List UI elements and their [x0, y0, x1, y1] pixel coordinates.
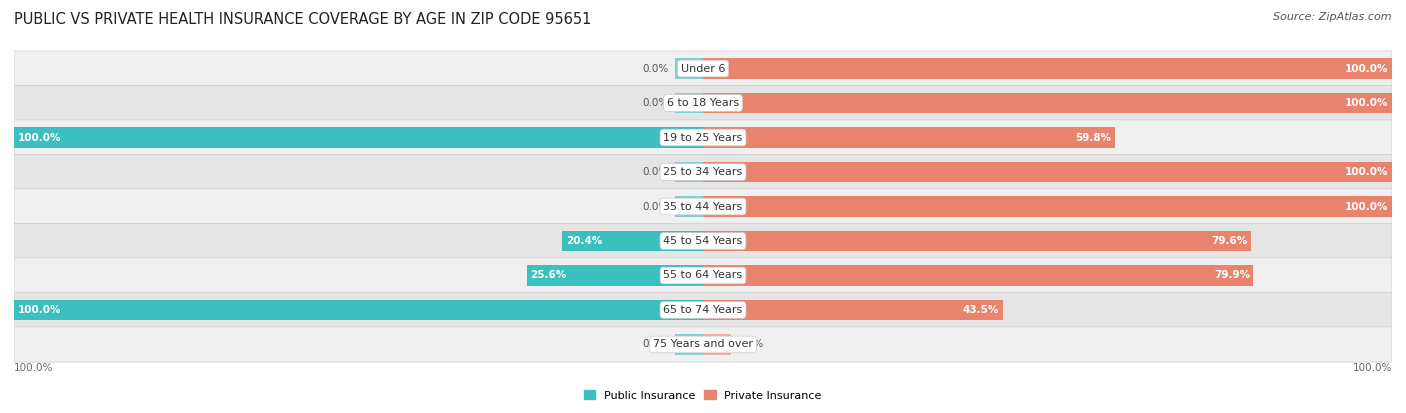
Bar [675, 161, 703, 183]
Text: 100.0%: 100.0% [17, 133, 60, 142]
Bar [703, 93, 1392, 114]
FancyBboxPatch shape [14, 327, 1392, 362]
FancyBboxPatch shape [14, 292, 1392, 328]
Text: 65 to 74 Years: 65 to 74 Years [664, 305, 742, 315]
Bar [562, 230, 703, 252]
FancyBboxPatch shape [14, 154, 1392, 190]
Legend: Public Insurance, Private Insurance: Public Insurance, Private Insurance [579, 386, 827, 405]
Text: 100.0%: 100.0% [14, 363, 53, 373]
Bar [675, 334, 703, 355]
FancyBboxPatch shape [14, 258, 1392, 293]
FancyBboxPatch shape [14, 120, 1392, 155]
Text: 0.0%: 0.0% [738, 339, 763, 349]
Text: 19 to 25 Years: 19 to 25 Years [664, 133, 742, 142]
Text: 100.0%: 100.0% [1346, 167, 1389, 177]
FancyBboxPatch shape [14, 189, 1392, 224]
Bar [703, 230, 1251, 252]
Text: 79.6%: 79.6% [1212, 236, 1249, 246]
Text: 20.4%: 20.4% [565, 236, 602, 246]
Bar [14, 299, 703, 320]
Text: 43.5%: 43.5% [963, 305, 1000, 315]
Text: 55 to 64 Years: 55 to 64 Years [664, 271, 742, 280]
Bar [675, 196, 703, 217]
Bar [703, 127, 1115, 148]
Text: PUBLIC VS PRIVATE HEALTH INSURANCE COVERAGE BY AGE IN ZIP CODE 95651: PUBLIC VS PRIVATE HEALTH INSURANCE COVER… [14, 12, 592, 27]
Text: 0.0%: 0.0% [643, 98, 669, 108]
Bar [703, 299, 1002, 320]
Bar [703, 265, 1254, 286]
Text: 100.0%: 100.0% [1346, 64, 1389, 74]
Text: Source: ZipAtlas.com: Source: ZipAtlas.com [1274, 12, 1392, 22]
Text: 59.8%: 59.8% [1076, 133, 1112, 142]
Bar [703, 334, 731, 355]
Bar [703, 196, 1392, 217]
Text: 100.0%: 100.0% [1346, 98, 1389, 108]
Bar [14, 127, 703, 148]
Bar [675, 93, 703, 114]
FancyBboxPatch shape [14, 85, 1392, 121]
Text: 35 to 44 Years: 35 to 44 Years [664, 202, 742, 211]
Text: 0.0%: 0.0% [643, 339, 669, 349]
Text: 45 to 54 Years: 45 to 54 Years [664, 236, 742, 246]
FancyBboxPatch shape [14, 223, 1392, 259]
Bar [675, 58, 703, 79]
Text: 25.6%: 25.6% [530, 271, 567, 280]
Text: 100.0%: 100.0% [17, 305, 60, 315]
Text: 0.0%: 0.0% [643, 202, 669, 211]
Text: 100.0%: 100.0% [1353, 363, 1392, 373]
Text: 6 to 18 Years: 6 to 18 Years [666, 98, 740, 108]
Bar [527, 265, 703, 286]
Text: 0.0%: 0.0% [643, 167, 669, 177]
Text: 0.0%: 0.0% [643, 64, 669, 74]
Text: 75 Years and over: 75 Years and over [652, 339, 754, 349]
Text: 79.9%: 79.9% [1213, 271, 1250, 280]
Text: 25 to 34 Years: 25 to 34 Years [664, 167, 742, 177]
Text: Under 6: Under 6 [681, 64, 725, 74]
Text: 100.0%: 100.0% [1346, 202, 1389, 211]
FancyBboxPatch shape [14, 51, 1392, 86]
Bar [703, 58, 1392, 79]
Bar [703, 161, 1392, 183]
